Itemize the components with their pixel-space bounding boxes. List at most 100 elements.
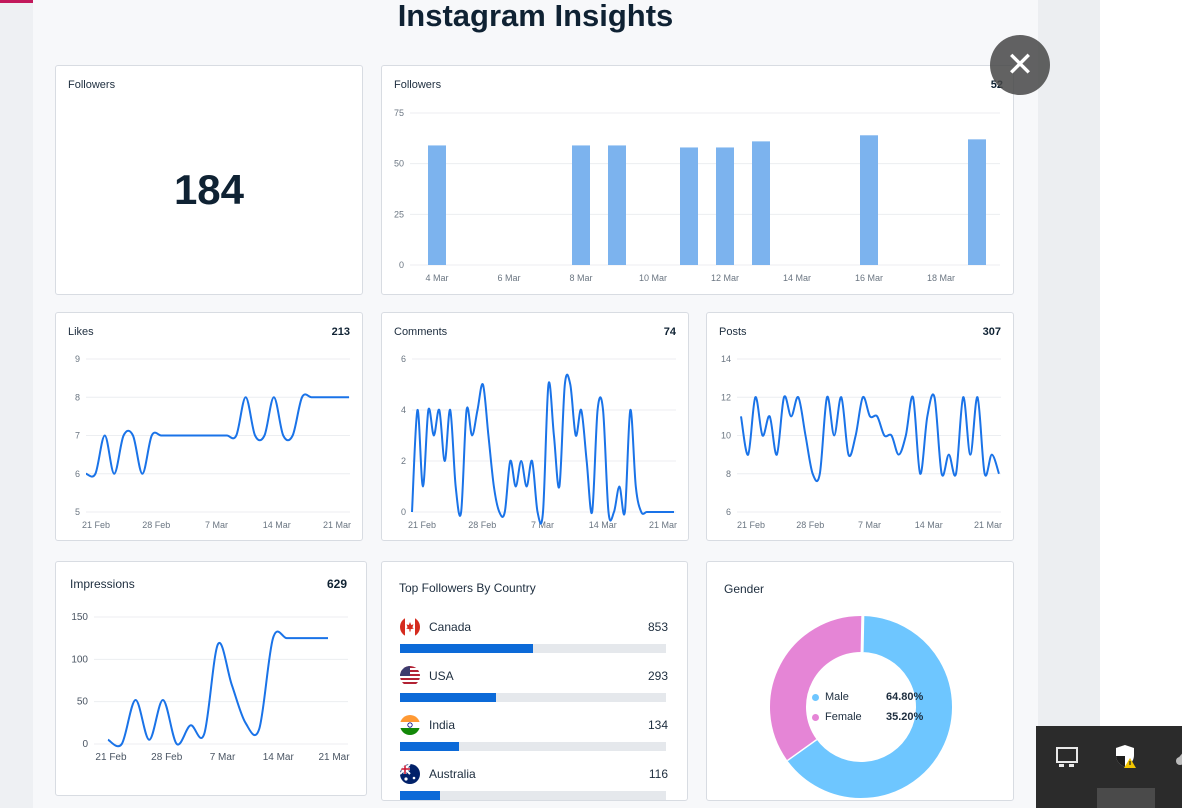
card-title: Top Followers By Country <box>399 581 536 595</box>
followers-bar <box>572 145 590 265</box>
card-title: Followers <box>68 79 116 91</box>
side-pane <box>1100 0 1182 808</box>
slice-separator <box>860 615 865 653</box>
followers-bar-chart: 0 25 50 75 4 Mar 6 Mar 8 Mar 10 Mar 12 Mar 14 Mar… <box>394 108 1000 283</box>
country-name: Canada <box>429 620 472 634</box>
x-tick-label: 4 Mar <box>425 273 448 283</box>
canada-flag-icon <box>400 617 420 637</box>
x-tick-label: 14 Mar <box>263 520 291 530</box>
country-row-canada: Canada 853 <box>400 617 668 661</box>
followers-bar <box>968 139 986 265</box>
series-line <box>740 393 1000 483</box>
system-tray <box>1036 726 1182 808</box>
card-total: 74 <box>663 326 676 338</box>
posts-line-chart: 6 8 10 12 14 21 Feb 28 Feb 7 Mar 14 Mar 21 Mar <box>721 354 1002 530</box>
x-tick-label: 21 Feb <box>737 520 765 530</box>
country-bar-track <box>400 644 666 653</box>
country-row-australia: Australia 116 <box>400 764 668 808</box>
close-button[interactable]: ✕ <box>990 35 1050 95</box>
tray-hover-highlight <box>1097 788 1155 808</box>
x-tick-label: 21 Mar <box>323 520 351 530</box>
gender-card: Gender Male 64.80% Female 35.20% <box>706 561 1014 801</box>
legend-male: Male 64.80% <box>812 691 923 703</box>
legend-label: Male <box>825 691 849 703</box>
card-title: Comments <box>394 326 448 338</box>
country-bar-track <box>400 693 666 702</box>
close-icon: ✕ <box>1005 46 1035 84</box>
y-tick-label: 75 <box>394 108 404 118</box>
usa-flag-icon <box>400 666 420 686</box>
comments-card: Comments 74 0 2 4 6 21 Feb 28 Feb 7 Mar 14 Mar 2… <box>381 312 689 541</box>
display-icon[interactable] <box>1053 743 1081 771</box>
legend-value: 35.20% <box>886 711 924 723</box>
card-total: 629 <box>326 577 347 591</box>
country-name: USA <box>429 669 454 683</box>
followers-bar <box>860 135 878 265</box>
top-countries-card: Top Followers By Country Canada 853 USA … <box>381 561 688 801</box>
australia-flag-icon <box>400 764 420 784</box>
dropdown-icon[interactable] <box>1166 742 1182 770</box>
legend-label: Female <box>825 711 862 723</box>
y-tick-label: 8 <box>75 392 80 402</box>
x-tick-label: 21 Mar <box>318 752 350 763</box>
y-tick-label: 10 <box>721 431 731 441</box>
impressions-line-chart: 0 50 100 150 21 Feb 28 Feb 7 Mar 14 Mar 21 Mar <box>71 612 350 763</box>
country-bar-track <box>400 791 666 800</box>
x-tick-label: 14 Mar <box>783 273 811 283</box>
x-tick-label: 21 Feb <box>408 520 436 530</box>
shield-warning-icon[interactable] <box>1111 742 1139 770</box>
series-line <box>85 393 349 478</box>
likes-line-chart: 5 6 7 8 9 21 Feb 28 Feb 7 Mar 14 Mar 21 Mar <box>75 354 351 530</box>
male-dot <box>812 693 819 701</box>
likes-card: Likes 213 5 6 7 8 9 21 Feb 28 Feb 7 Mar 14 Mar 21… <box>55 312 363 541</box>
card-title: Followers <box>394 79 442 91</box>
country-name: Australia <box>429 767 476 781</box>
series-line <box>411 373 674 525</box>
y-tick-label: 50 <box>77 697 89 708</box>
report-page: Instagram Insights Followers 184 Followe… <box>33 0 1038 808</box>
dashboard-title: Instagram Insights <box>397 0 674 33</box>
comments-line-chart: 0 2 4 6 21 Feb 28 Feb 7 Mar 14 Mar 21 Mar <box>401 354 677 530</box>
x-tick-label: 7 Mar <box>210 752 236 763</box>
y-tick-label: 4 <box>401 405 406 415</box>
x-tick-label: 10 Mar <box>639 273 667 283</box>
country-count: 116 <box>648 767 668 781</box>
x-tick-label: 6 Mar <box>497 273 520 283</box>
card-total: 307 <box>982 326 1001 338</box>
x-tick-label: 28 Feb <box>142 520 170 530</box>
posts-card: Posts 307 6 8 10 12 14 21 Feb 28 Feb 7 Mar 14 Ma… <box>706 312 1014 541</box>
female-dot <box>812 713 819 721</box>
x-tick-label: 8 Mar <box>569 273 592 283</box>
country-count: 293 <box>647 669 668 683</box>
slice-separator <box>786 737 818 762</box>
y-tick-label: 14 <box>721 354 731 364</box>
y-tick-label: 0 <box>401 507 406 517</box>
y-tick-label: 6 <box>75 469 80 479</box>
country-bar-fill <box>400 742 459 751</box>
followers-bar <box>428 145 446 265</box>
x-tick-label: 21 Feb <box>95 752 127 763</box>
y-tick-label: 0 <box>82 739 88 750</box>
followers-count: 184 <box>173 166 245 213</box>
gender-slice <box>770 616 863 760</box>
gender-donut-chart <box>770 615 952 798</box>
card-title: Gender <box>724 582 765 596</box>
x-tick-label: 14 Mar <box>589 520 617 530</box>
x-tick-label: 28 Feb <box>796 520 824 530</box>
series-line <box>107 630 328 748</box>
followers-bar <box>752 141 770 265</box>
country-name: India <box>429 718 456 732</box>
y-tick-label: 0 <box>399 260 404 270</box>
followers-total-card: Followers 184 <box>55 65 363 295</box>
x-tick-label: 7 Mar <box>531 520 554 530</box>
y-tick-label: 5 <box>75 507 80 517</box>
country-bar-fill <box>400 791 440 800</box>
country-bar-fill <box>400 644 533 653</box>
x-tick-label: 7 Mar <box>205 520 228 530</box>
y-tick-label: 8 <box>726 469 731 479</box>
country-row-usa: USA 293 <box>400 666 668 710</box>
y-tick-label: 7 <box>75 431 80 441</box>
followers-bar <box>716 147 734 265</box>
y-tick-label: 150 <box>71 612 88 623</box>
